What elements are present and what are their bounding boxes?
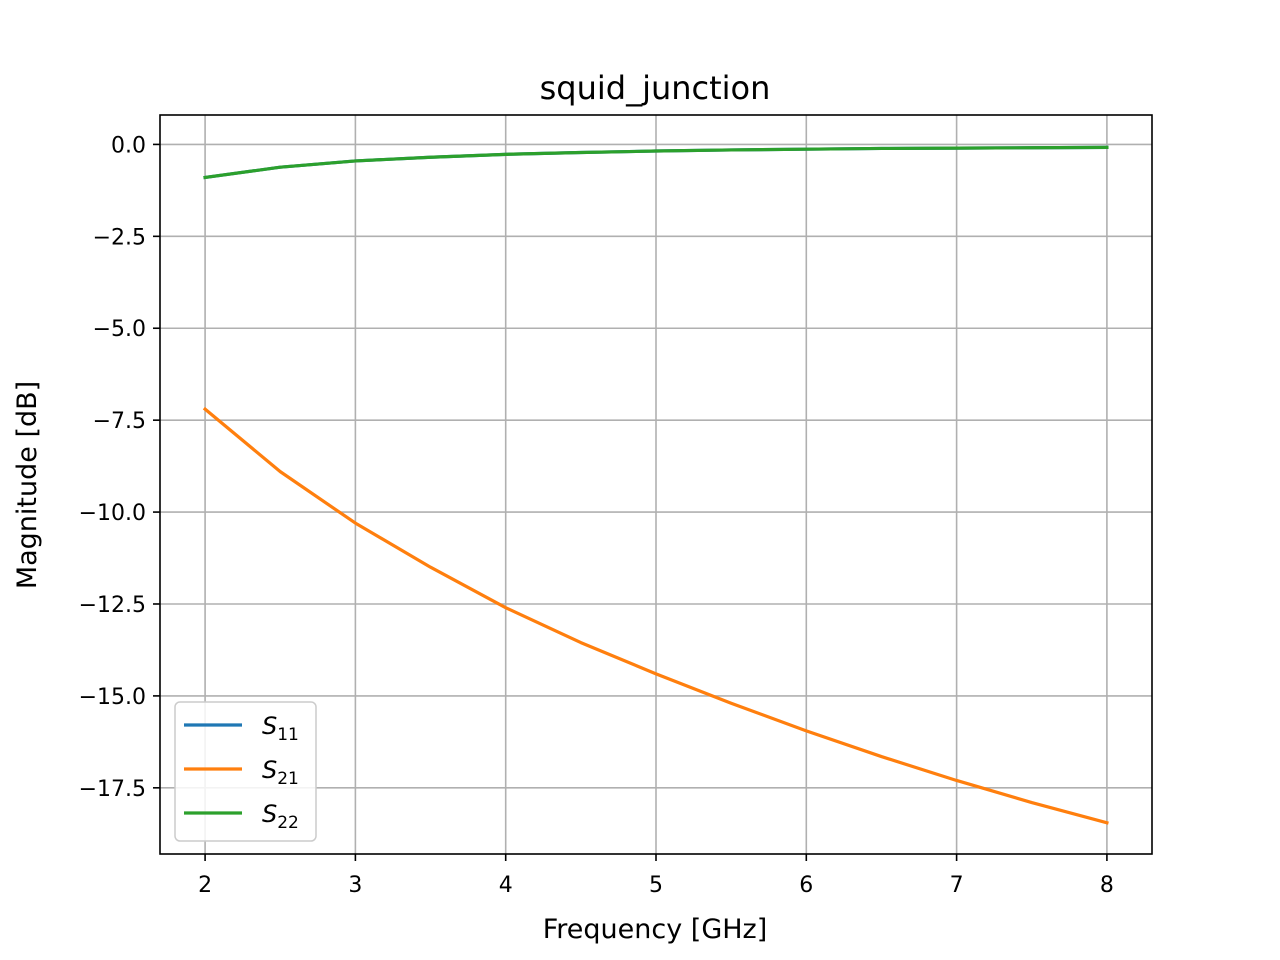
legend-label-subscript: 22 — [277, 813, 299, 833]
series-layer — [202, 145, 1109, 825]
x-tick-label: 7 — [950, 873, 964, 898]
x-tick-label: 5 — [649, 873, 663, 898]
y-tick-label: −5.0 — [93, 317, 146, 342]
y-tick-label: −17.5 — [79, 777, 146, 802]
series-line-s21 — [202, 406, 1109, 825]
x-tick-label: 6 — [799, 873, 813, 898]
grid — [160, 115, 1152, 854]
y-axis-label: Magnitude [dB] — [12, 381, 43, 589]
legend-box — [174, 701, 317, 842]
x-axis: 2 3 4 5 6 7 8 — [198, 854, 1114, 898]
series-line-s22 — [203, 145, 1109, 180]
x-tick-label: 3 — [348, 873, 362, 898]
legend-label-subscript: 21 — [277, 769, 299, 789]
y-tick-label: −2.5 — [93, 225, 146, 250]
chart-title: squid_junction — [540, 69, 771, 107]
legend-label-base: S — [262, 800, 277, 828]
legend-label-s22: S22 — [262, 800, 299, 833]
x-axis-label: Frequency [GHz] — [543, 914, 768, 945]
x-tick-label: 8 — [1100, 873, 1114, 898]
y-tick-label: −10.0 — [79, 501, 146, 526]
y-tick-label: −15.0 — [79, 685, 146, 710]
legend-label-s21: S21 — [262, 756, 299, 789]
y-tick-label: 0.0 — [111, 133, 146, 158]
legend-label-base: S — [262, 712, 277, 740]
legend-label-subscript: 11 — [277, 725, 299, 745]
legend-label-s11: S11 — [262, 712, 299, 745]
y-tick-label: −7.5 — [93, 409, 146, 434]
x-tick-label: 4 — [499, 873, 513, 898]
y-axis: 0.0 −2.5 −5.0 −7.5 −10.0 −12.5 −15.0 −17.5 — [79, 133, 160, 802]
x-tick-label: 2 — [198, 873, 212, 898]
legend-label-base: S — [262, 756, 277, 784]
y-tick-label: −12.5 — [79, 593, 146, 618]
